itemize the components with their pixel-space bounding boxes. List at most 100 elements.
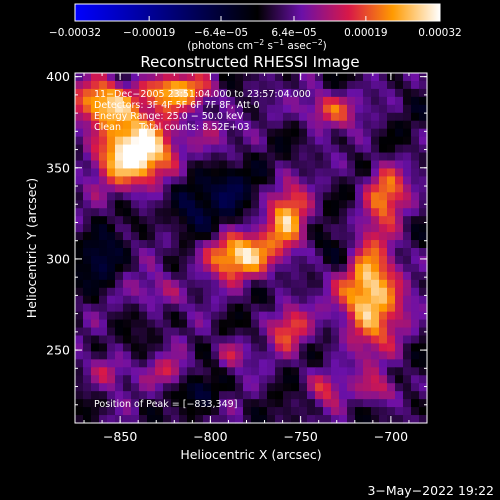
heatmap-cell <box>243 335 252 345</box>
heatmap-cell <box>163 343 172 352</box>
heatmap-cell <box>83 248 92 257</box>
heatmap-cell <box>235 136 244 146</box>
heatmap-cell <box>131 407 140 416</box>
heatmap-cell <box>259 248 268 257</box>
heatmap-cell <box>419 255 428 265</box>
heatmap-cell <box>203 224 212 233</box>
heatmap-cell <box>403 112 412 122</box>
heatmap-cell <box>275 176 284 185</box>
heatmap-cell <box>331 192 340 201</box>
heatmap-cell <box>347 240 356 249</box>
heatmap-cell <box>315 104 324 114</box>
heatmap-cell <box>395 120 404 130</box>
heatmap-cell <box>139 176 148 185</box>
heatmap-cell <box>115 176 124 185</box>
heatmap-cell <box>139 399 148 408</box>
heatmap-cell <box>387 359 396 368</box>
heatmap-cell <box>379 80 388 90</box>
heatmap-cell <box>339 224 348 233</box>
heatmap-cell <box>363 327 372 337</box>
heatmap-cell <box>243 407 252 416</box>
heatmap-cell <box>339 383 348 392</box>
heatmap-cell <box>155 375 164 384</box>
heatmap-cell <box>83 160 92 170</box>
heatmap-cell <box>155 152 164 162</box>
heatmap-cell <box>387 184 396 193</box>
heatmap-cell <box>299 152 308 162</box>
heatmap-cell <box>387 287 396 297</box>
heatmap-cell <box>243 240 252 249</box>
annotations: 11−Dec−2005 23:51:04.000 to 23:57:04.000… <box>94 89 311 133</box>
heatmap-cell <box>163 407 172 416</box>
heatmap-cell <box>411 224 420 233</box>
heatmap-cell <box>187 359 196 368</box>
heatmap-cell <box>203 192 212 201</box>
heatmap-cell <box>123 407 132 416</box>
heatmap-cell <box>347 343 356 352</box>
heatmap-cell <box>403 104 412 114</box>
heatmap-cell <box>187 184 196 193</box>
heatmap-cell <box>195 359 204 368</box>
heatmap-cell <box>291 152 300 162</box>
heatmap-cell <box>275 319 284 329</box>
heatmap-cell <box>419 224 428 233</box>
heatmap-cell <box>243 399 252 408</box>
heatmap-cell <box>331 327 340 337</box>
heatmap-cell <box>355 367 364 376</box>
heatmap-cell <box>419 367 428 376</box>
heatmap-cell <box>339 120 348 130</box>
heatmap-cell <box>219 192 228 201</box>
heatmap-cell <box>259 319 268 329</box>
heatmap-cell <box>347 367 356 376</box>
heatmap-cell <box>235 399 244 408</box>
heatmap-cell <box>251 152 260 162</box>
heatmap-cell <box>299 80 308 90</box>
heatmap-cell <box>275 208 284 217</box>
heatmap-cell <box>259 192 268 201</box>
heatmap-cell <box>147 112 156 122</box>
colorbar-tick-label: −6.4e−05 <box>194 27 248 39</box>
heatmap-cell <box>115 415 124 424</box>
heatmap-cell <box>83 144 92 154</box>
heatmap-cell <box>283 120 292 130</box>
heatmap-cell <box>355 240 364 249</box>
heatmap-cell <box>115 271 124 281</box>
heatmap-cell <box>267 80 276 90</box>
heatmap-cell <box>187 407 196 416</box>
heatmap-cell <box>243 200 252 209</box>
heatmap-cell <box>163 391 172 400</box>
heatmap-cell <box>211 144 220 154</box>
heatmap-cell <box>267 128 276 138</box>
heatmap-cell <box>267 311 276 321</box>
heatmap-cell <box>211 192 220 201</box>
heatmap-cell <box>395 263 404 273</box>
heatmap-cell <box>291 255 300 265</box>
heatmap-cell <box>227 335 236 345</box>
heatmap-cell <box>379 343 388 352</box>
heatmap-cell <box>163 128 172 138</box>
heatmap-cell <box>243 144 252 154</box>
heatmap-cell <box>75 311 84 321</box>
heatmap-cell <box>291 383 300 392</box>
heatmap-cell <box>355 319 364 329</box>
heatmap-cell <box>363 351 372 360</box>
heatmap-cell <box>363 88 372 98</box>
heatmap-cell <box>387 271 396 281</box>
heatmap-cell <box>211 335 220 345</box>
heatmap-cell <box>131 80 140 90</box>
heatmap-cell <box>283 335 292 345</box>
heatmap-cell <box>115 311 124 321</box>
heatmap-cell <box>267 399 276 408</box>
heatmap-cell <box>227 192 236 201</box>
heatmap-cell <box>155 303 164 313</box>
heatmap-cell <box>203 319 212 329</box>
heatmap-cell <box>291 104 300 114</box>
heatmap-cell <box>99 152 108 162</box>
heatmap-cell <box>371 73 380 82</box>
heatmap-cell <box>315 399 324 408</box>
heatmap-cell <box>323 311 332 321</box>
heatmap-cell <box>171 375 180 384</box>
heatmap-cell <box>171 200 180 209</box>
heatmap-cell <box>131 303 140 313</box>
heatmap-cell <box>387 343 396 352</box>
